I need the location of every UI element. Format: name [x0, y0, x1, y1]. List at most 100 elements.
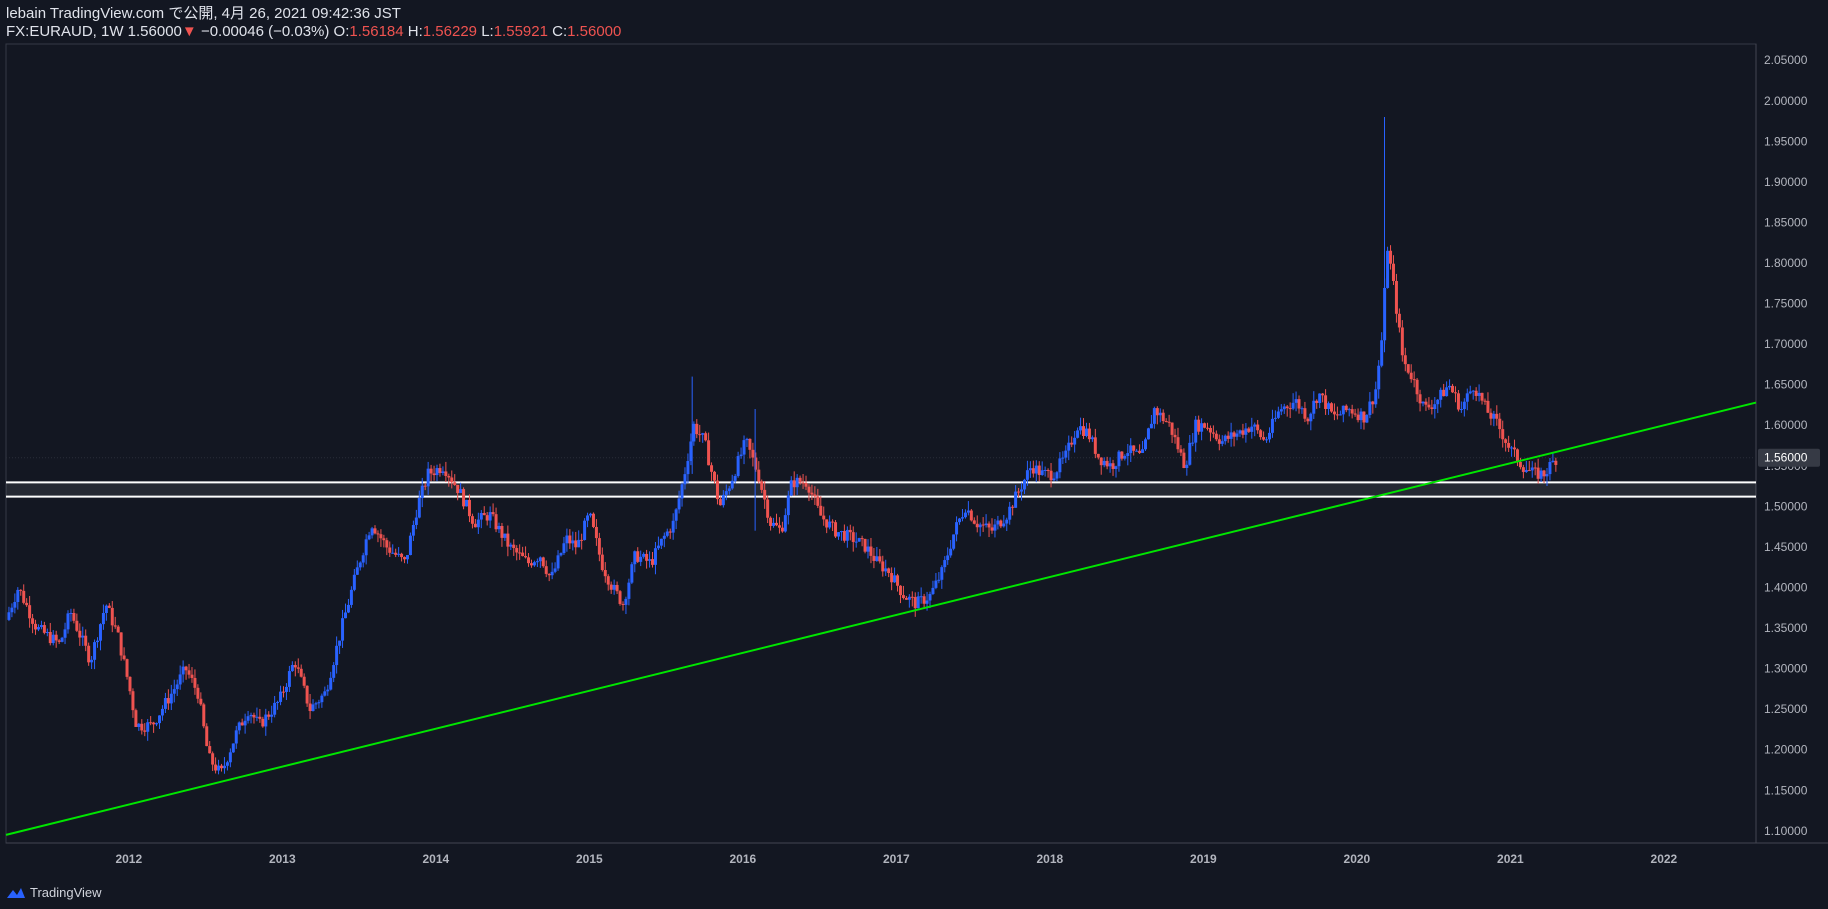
candle-body: [1014, 491, 1018, 508]
candle-body: [1548, 462, 1552, 475]
candle-body: [346, 604, 350, 613]
candle-body: [1022, 479, 1026, 490]
candle-body: [1082, 426, 1086, 436]
candle-body: [1347, 409, 1351, 411]
price-tick-label: 1.50000: [1764, 499, 1808, 513]
candle-body: [819, 505, 823, 516]
candle-body: [175, 684, 179, 690]
chart-header: lebain TradingView.com で公開, 4月 26, 2021 …: [6, 5, 621, 41]
candle-body: [394, 552, 398, 555]
candle-body: [1406, 364, 1410, 373]
candle-body: [969, 510, 973, 521]
candle-body: [187, 670, 191, 675]
candle-body: [296, 667, 300, 669]
candle-body: [674, 509, 678, 521]
candle-body: [656, 545, 660, 549]
candle-body: [1052, 478, 1056, 481]
candle-body: [122, 655, 126, 660]
candle-body: [527, 557, 531, 564]
candle-body: [1005, 519, 1009, 524]
time-tick-label: 2015: [576, 852, 603, 866]
candle-body: [1256, 424, 1260, 431]
footer-brand[interactable]: TradingView: [6, 885, 102, 900]
candle-body: [1448, 385, 1452, 388]
price-tick-label: 2.00000: [1764, 94, 1808, 108]
candle-body: [1495, 413, 1499, 419]
candle-body: [1451, 385, 1455, 393]
candle-body: [1188, 442, 1192, 465]
candle-body: [193, 677, 197, 688]
candle-body: [63, 629, 67, 638]
candle-body: [1510, 447, 1514, 449]
candle-body: [205, 726, 209, 747]
candle-body: [169, 693, 173, 704]
candle-body: [671, 520, 675, 533]
candle-body: [358, 562, 362, 568]
candle-body: [45, 631, 49, 633]
candle-body: [715, 480, 719, 500]
candle-body: [19, 589, 23, 591]
candle-body: [96, 640, 100, 643]
candle-body: [639, 556, 643, 562]
candle-body: [550, 571, 554, 576]
candle-body: [594, 526, 598, 539]
candle-body: [255, 716, 259, 718]
candle-body: [1300, 408, 1304, 410]
candle-body: [609, 584, 613, 590]
candle-body: [1312, 400, 1316, 414]
candle-body: [618, 591, 622, 604]
candle-body: [1073, 437, 1077, 445]
candle-body: [361, 555, 365, 563]
candle-body: [1087, 428, 1091, 440]
candle-body: [972, 520, 976, 524]
candle-body: [1474, 390, 1478, 396]
candle-body: [450, 477, 454, 483]
candle-body: [1445, 387, 1449, 397]
price-tick-label: 1.85000: [1764, 215, 1808, 229]
candle-body: [202, 704, 206, 727]
candle-body: [479, 513, 483, 520]
candle-body: [940, 567, 944, 580]
candle-body: [934, 580, 938, 588]
candle-body: [1492, 413, 1496, 419]
candle-body: [435, 468, 439, 476]
candle-body: [839, 531, 843, 533]
candle-body: [13, 601, 17, 608]
candle-body: [1507, 442, 1511, 448]
candle-body: [1141, 449, 1145, 453]
candle-body: [1403, 355, 1407, 365]
candle-body: [299, 668, 303, 677]
candle-body: [332, 665, 336, 678]
candle-body: [87, 645, 91, 663]
candle-body: [391, 552, 395, 554]
candle-body: [98, 624, 102, 641]
candle-body: [1545, 474, 1549, 477]
candle-body: [1394, 280, 1398, 314]
candle-body: [651, 559, 655, 565]
candle-body: [22, 590, 26, 603]
candle-body: [665, 531, 669, 536]
candle-body: [624, 598, 628, 605]
candle-body: [1515, 449, 1519, 463]
candle-body: [751, 449, 755, 458]
candle-body: [355, 567, 359, 575]
candle-body: [1456, 393, 1460, 410]
candle-body: [447, 475, 451, 478]
candle-body: [1471, 390, 1475, 392]
candle-body: [733, 476, 737, 481]
candle-body: [403, 557, 407, 560]
candle-body: [408, 535, 412, 556]
candle-body: [757, 469, 761, 482]
candle-body: [955, 522, 959, 535]
candle-body: [518, 552, 522, 554]
candle-body: [860, 538, 864, 540]
candle-body: [1501, 429, 1505, 440]
candle-body: [279, 691, 283, 702]
candle-body: [1288, 408, 1292, 410]
candle-body: [166, 698, 170, 704]
candle-body: [1380, 340, 1384, 366]
candle-body: [488, 512, 492, 521]
candle-body: [476, 519, 480, 528]
candle-body: [1377, 365, 1381, 390]
